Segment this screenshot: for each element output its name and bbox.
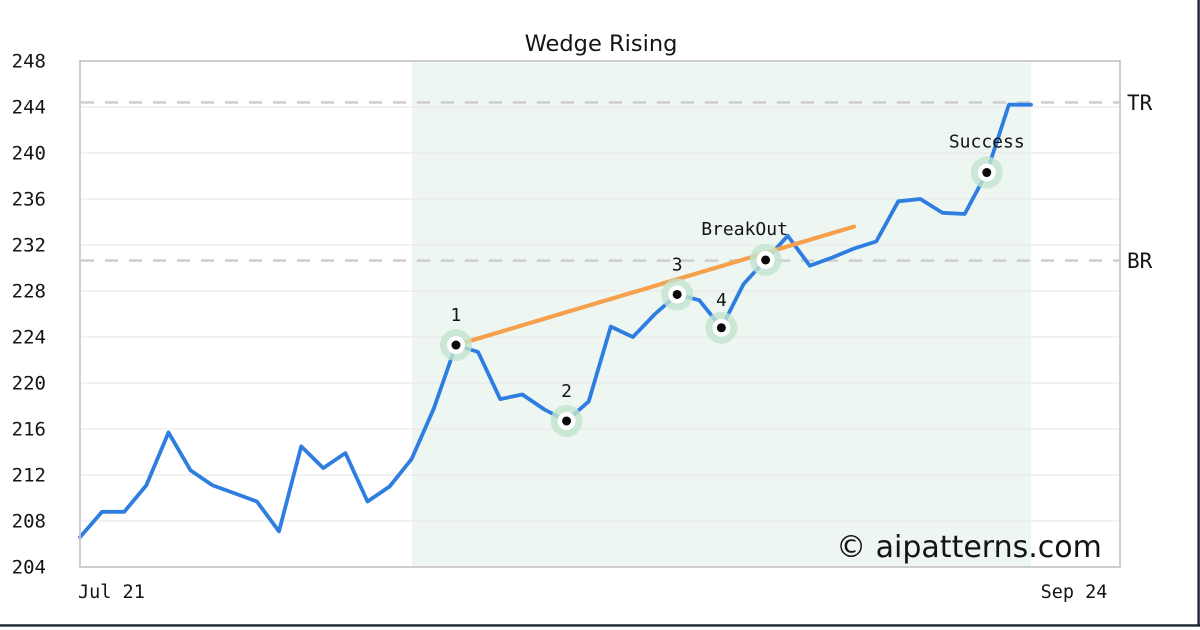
hline-label-BR: BR bbox=[1127, 249, 1153, 273]
trendline bbox=[453, 224, 857, 348]
hline-label-TR: TR bbox=[1127, 91, 1153, 115]
marker-dot-BreakOut bbox=[761, 255, 771, 265]
y-tick-label-208: 208 bbox=[12, 511, 46, 533]
y-tick-label-240: 240 bbox=[12, 143, 46, 165]
marker-dot-1 bbox=[451, 340, 461, 350]
watermark: © aipatterns.com bbox=[836, 530, 1102, 565]
x-tick-label-end: Sep 24 bbox=[1041, 582, 1108, 603]
y-tick-label-232: 232 bbox=[12, 235, 46, 257]
x-tick-label-start: Jul 21 bbox=[78, 582, 145, 603]
y-tick-label-248: 248 bbox=[12, 51, 46, 73]
y-tick-label-244: 244 bbox=[12, 97, 46, 119]
y-tick-label-212: 212 bbox=[12, 465, 46, 487]
annotation-label-3: 3 bbox=[672, 254, 683, 275]
annotation-label-BreakOut: BreakOut bbox=[701, 219, 788, 240]
marker-dot-3 bbox=[672, 289, 682, 299]
marker-dot-4 bbox=[716, 323, 726, 333]
annotation-label-Success: Success bbox=[949, 132, 1025, 153]
annotation-label-1: 1 bbox=[451, 305, 462, 326]
chart-title: Wedge Rising bbox=[525, 31, 678, 57]
y-tick-label-236: 236 bbox=[12, 189, 46, 211]
y-tick-label-216: 216 bbox=[12, 419, 46, 441]
marker-dot-Success bbox=[982, 168, 992, 178]
annotation-label-4: 4 bbox=[716, 290, 727, 311]
y-tick-label-224: 224 bbox=[12, 327, 46, 349]
y-tick-label-228: 228 bbox=[12, 281, 46, 303]
y-tick-label-220: 220 bbox=[12, 373, 46, 395]
plot-border bbox=[79, 60, 1121, 568]
marker-dot-2 bbox=[562, 416, 572, 426]
y-tick-label-204: 204 bbox=[12, 557, 46, 579]
annotation-label-2: 2 bbox=[561, 381, 572, 402]
